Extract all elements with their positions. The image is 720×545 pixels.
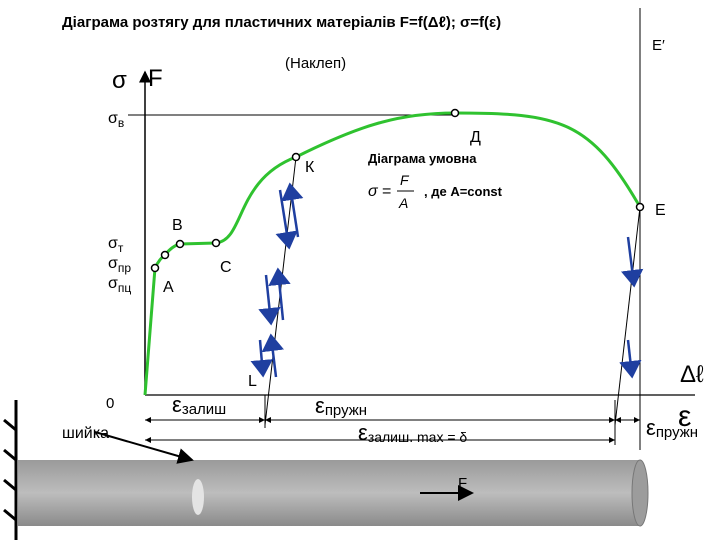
text-part: пц bbox=[118, 281, 131, 295]
axis-force: F bbox=[148, 65, 163, 92]
text-part: ε bbox=[172, 392, 182, 417]
text-part: пружн bbox=[656, 424, 698, 441]
sigma-yield: σт bbox=[108, 235, 124, 255]
e-prime: E′ bbox=[652, 37, 665, 54]
text-part: ε bbox=[646, 415, 656, 440]
neck-arrow bbox=[94, 431, 194, 464]
point-k: К bbox=[305, 159, 315, 176]
axis-delta-l: Δℓ bbox=[680, 361, 704, 388]
specimen-end bbox=[631, 459, 649, 527]
text-part: σ bbox=[108, 255, 118, 272]
text-part: пружн bbox=[325, 402, 367, 419]
text-part: т bbox=[118, 241, 124, 255]
formula-denominator: A bbox=[398, 195, 408, 211]
conditional-caption: Діаграма умовна bbox=[368, 151, 477, 166]
formula-equals: = bbox=[382, 183, 391, 200]
text-part: ε bbox=[315, 393, 325, 418]
point-e: Е bbox=[655, 202, 666, 219]
curve-points bbox=[150, 108, 645, 273]
sigma-elastic: σпр bbox=[108, 255, 131, 275]
text-part: пр bbox=[118, 261, 131, 275]
strain-residual-max: εзалиш. max = δ bbox=[358, 420, 467, 445]
strain-elastic-end: εпружн bbox=[646, 415, 698, 441]
hardening: (Наклеп) bbox=[285, 55, 346, 72]
formula-numerator: F bbox=[400, 172, 410, 188]
text-part: ε bbox=[358, 420, 368, 445]
sigma-proportional: σпц bbox=[108, 275, 131, 295]
wall-hatching bbox=[3, 400, 18, 540]
load-arrows bbox=[250, 182, 644, 379]
axis-epsilon: ε bbox=[678, 400, 691, 433]
text-part: залиш. max = δ bbox=[368, 429, 468, 445]
neck-label: шийка bbox=[62, 425, 109, 442]
text-part: σ bbox=[108, 235, 118, 252]
axis-sigma: σ bbox=[112, 67, 127, 94]
sigma-ultimate: σв bbox=[108, 110, 124, 130]
text-part: в bbox=[118, 116, 124, 130]
dimension-lines bbox=[145, 395, 640, 445]
force-label: F bbox=[458, 475, 467, 492]
text-part: σ bbox=[108, 110, 118, 127]
point-c: С bbox=[220, 259, 232, 276]
neck-mark bbox=[192, 479, 204, 515]
point-a: А bbox=[163, 279, 174, 296]
text-part: залиш bbox=[182, 401, 226, 418]
strain-residual: εзалиш bbox=[172, 392, 226, 418]
point-b: В bbox=[172, 217, 183, 234]
strain-elastic: εпружн bbox=[315, 393, 367, 419]
point-d: Д bbox=[470, 129, 481, 146]
formula-note: , де A=const bbox=[424, 184, 503, 199]
title: Діаграма розтягу для пластичних матеріал… bbox=[62, 14, 501, 31]
formula-sigma: σ bbox=[368, 183, 379, 200]
unload-line-e bbox=[614, 206, 641, 426]
point-l: L bbox=[248, 373, 257, 390]
text-part: σ bbox=[108, 275, 118, 292]
origin: 0 bbox=[106, 395, 114, 412]
specimen-bar bbox=[18, 460, 640, 526]
